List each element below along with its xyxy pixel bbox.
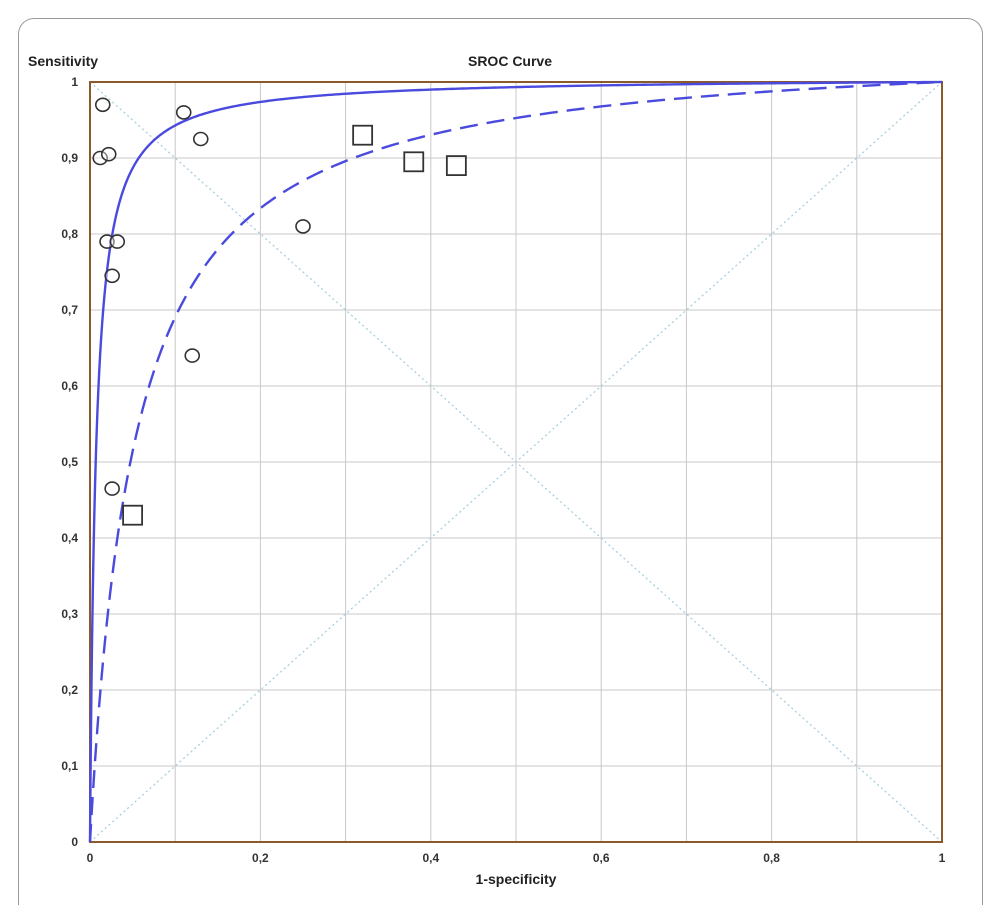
y-tick-label: 0,4 [61,531,78,545]
x-tick-label: 0,2 [252,851,269,865]
x-tick-label: 0,8 [763,851,780,865]
y-tick-label: 0 [71,835,78,849]
x-tick-label: 0 [87,851,94,865]
y-tick-label: 1 [71,75,78,89]
study-point-circle [192,131,209,147]
study-point-circle [295,219,311,234]
y-tick-label: 0,7 [61,303,78,317]
study-point-circle [175,105,192,120]
study-point-circle [94,97,111,113]
study-points [92,97,467,526]
sroc-curve-solid [88,80,942,842]
sroc-curve-dashed [88,80,942,843]
study-point-circle [109,234,126,249]
study-point-square [122,504,143,526]
y-tick-label: 0,6 [61,379,78,393]
study-point-circle [100,146,117,162]
x-axis-label: 1-specificity [476,871,557,887]
y-axis-label: Sensitivity [28,53,98,69]
x-tick-label: 0,6 [593,851,610,865]
study-point-circle [92,150,109,166]
study-point-square [352,124,374,146]
plot-area-border [89,81,943,843]
y-tick-label: 0,1 [61,759,78,773]
tick-labels: 0 0,2 0,4 0,6 0,8 1 0 0,1 0,2 0,3 0,4 0,5 0,6 0,7 0,8 0… [61,75,945,865]
sroc-curves [88,80,942,843]
x-tick-label: 0,4 [422,851,439,865]
chart-title: SROC Curve [468,53,552,69]
y-tick-label: 0,5 [61,455,78,469]
x-tick-label: 1 [939,851,946,865]
y-tick-label: 0,9 [61,151,78,165]
study-point-circle [104,481,120,496]
y-tick-label: 0,3 [61,607,78,621]
study-point-circle [184,348,201,363]
study-point-square [403,151,425,173]
y-tick-label: 0,8 [61,227,78,241]
study-point-square [445,155,467,177]
symmetry-diagonal [89,81,943,843]
y-tick-label: 0,2 [61,683,78,697]
study-point-circle [104,268,120,284]
reference-diagonals [89,81,943,843]
